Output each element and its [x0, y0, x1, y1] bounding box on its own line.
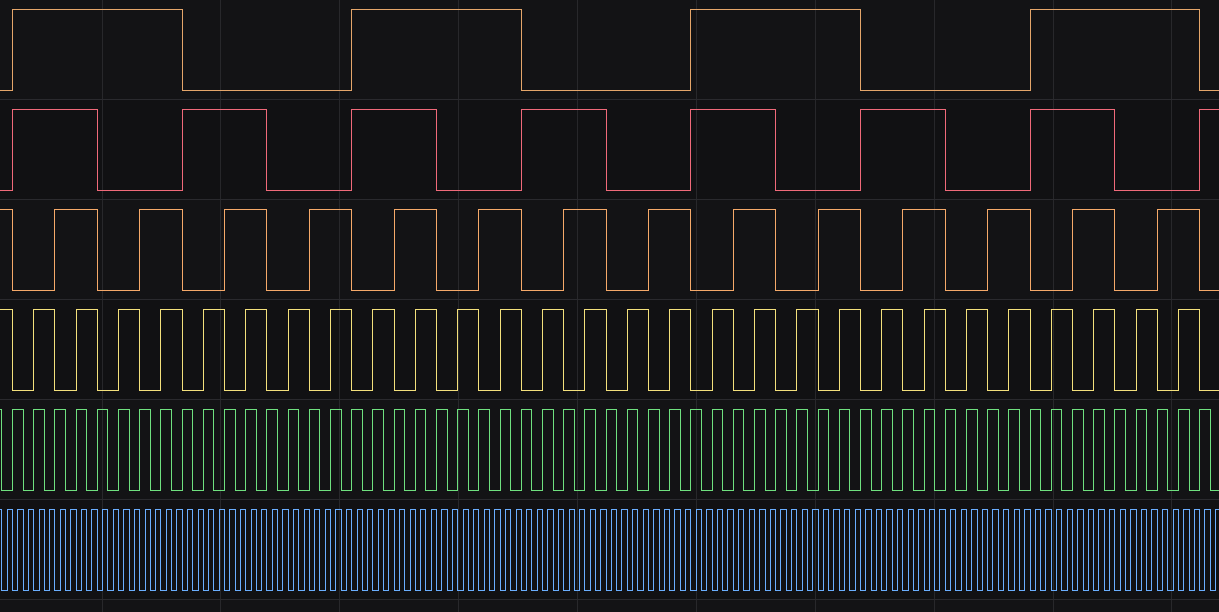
time-gridlines: [102, 0, 1172, 612]
signal-trace-ch5[interactable]: [0, 508, 1219, 592]
signal-trace-ch3[interactable]: [0, 308, 1219, 392]
signal-trace-ch1[interactable]: [0, 108, 1219, 192]
signal-trace-ch2[interactable]: [0, 208, 1219, 292]
signal-traces[interactable]: [0, 8, 1219, 592]
track-ch0-background: [0, 0, 1219, 100]
track-separators: [0, 99, 1219, 600]
signal-trace-ch4[interactable]: [0, 408, 1219, 492]
track-ch2-background: [0, 200, 1219, 300]
signal-trace-ch0[interactable]: [0, 8, 1219, 92]
track-ch1-background: [0, 100, 1219, 200]
